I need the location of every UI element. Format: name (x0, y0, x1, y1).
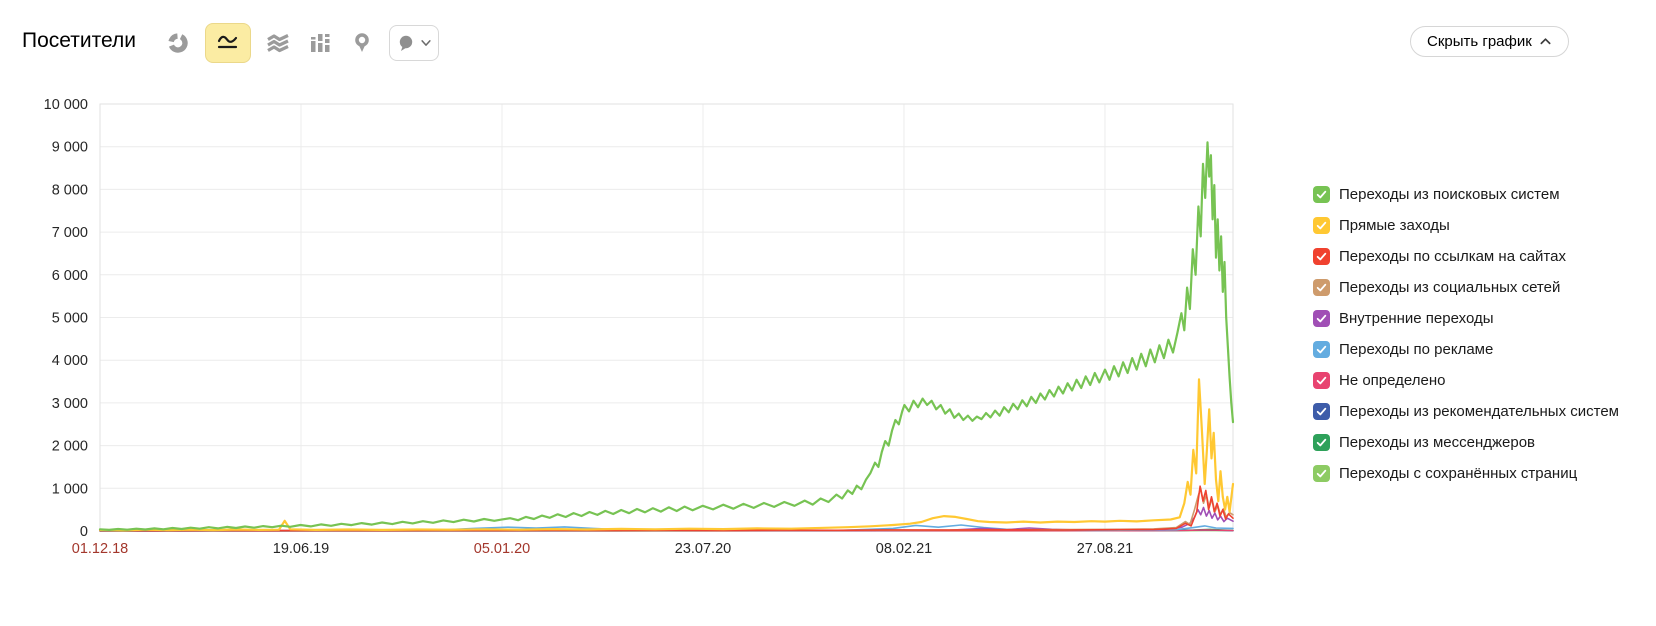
chevron-down-icon (420, 40, 431, 46)
y-tick-label: 8 000 (52, 182, 88, 198)
chart-legend: Переходы из поисковых систем Прямые заход… (1313, 179, 1619, 489)
legend-checkbox (1313, 403, 1330, 420)
y-tick-label: 10 000 (44, 97, 88, 113)
legend-label: Переходы из мессенджеров (1339, 434, 1536, 451)
chevron-up-icon (1540, 38, 1551, 45)
y-tick-label: 3 000 (52, 396, 88, 412)
speech-bubble-icon (399, 35, 412, 51)
legend-item-9[interactable]: Переходы с сохранённых страниц (1313, 458, 1619, 489)
legend-item-6[interactable]: Не определено (1313, 365, 1619, 396)
legend-item-8[interactable]: Переходы из мессенджеров (1313, 427, 1619, 458)
chart-type-columns-button[interactable] (305, 23, 335, 63)
legend-item-5[interactable]: Переходы по рекламе (1313, 334, 1619, 365)
legend-item-1[interactable]: Прямые заходы (1313, 210, 1619, 241)
check-icon (1316, 190, 1327, 199)
legend-checkbox (1313, 341, 1330, 358)
y-tick-label: 2 000 (52, 439, 88, 455)
legend-item-0[interactable]: Переходы из поисковых систем (1313, 179, 1619, 210)
legend-item-7[interactable]: Переходы из рекомендательных систем (1313, 396, 1619, 427)
legend-checkbox (1313, 186, 1330, 203)
x-tick-label: 01.12.18 (72, 541, 128, 557)
legend-label: Переходы с сохранённых страниц (1339, 465, 1578, 482)
check-icon (1316, 283, 1327, 292)
chart-type-map-button[interactable] (347, 23, 377, 63)
legend-label: Прямые заходы (1339, 217, 1450, 234)
y-tick-label: 6 000 (52, 268, 88, 284)
hide-chart-button[interactable]: Скрыть график (1410, 26, 1569, 57)
x-tick-label: 08.02.21 (876, 541, 932, 557)
bar-columns-icon (311, 34, 330, 52)
legend-item-3[interactable]: Переходы из социальных сетей (1313, 272, 1619, 303)
series-line[interactable] (98, 378, 1235, 532)
hide-chart-label: Скрыть график (1427, 33, 1532, 50)
legend-label: Не определено (1339, 372, 1446, 389)
check-icon (1316, 314, 1327, 323)
axis-labels: 0 1 000 2 000 3 000 4 000 5 000 6 000 7 000 8 00… (44, 97, 1134, 557)
legend-checkbox (1313, 465, 1330, 482)
legend-checkbox (1313, 372, 1330, 389)
x-tick-label: 23.07.20 (675, 541, 731, 557)
legend-checkbox (1313, 279, 1330, 296)
stacked-area-icon (267, 34, 289, 53)
legend-label: Внутренние переходы (1339, 310, 1494, 327)
legend-label: Переходы из поисковых систем (1339, 186, 1560, 203)
check-icon (1316, 469, 1327, 478)
legend-label: Переходы из социальных сетей (1339, 279, 1561, 296)
grid (99, 103, 1234, 532)
legend-label: Переходы по рекламе (1339, 341, 1494, 358)
x-tick-label: 27.08.21 (1077, 541, 1133, 557)
donut-icon (168, 33, 188, 53)
legend-checkbox (1313, 217, 1330, 234)
check-icon (1316, 221, 1327, 230)
y-tick-label: 5 000 (52, 311, 88, 327)
legend-item-2[interactable]: Переходы по ссылкам на сайтах (1313, 241, 1619, 272)
chart-type-toolbar (163, 21, 439, 65)
legend-checkbox (1313, 310, 1330, 327)
check-icon (1316, 376, 1327, 385)
legend-label: Переходы по ссылкам на сайтах (1339, 248, 1566, 265)
legend-checkbox (1313, 434, 1330, 451)
chart-type-line-button[interactable] (205, 23, 251, 63)
y-tick-label: 9 000 (52, 140, 88, 156)
y-tick-label: 7 000 (52, 225, 88, 241)
legend-checkbox (1313, 248, 1330, 265)
chart-type-pie-button[interactable] (163, 23, 193, 63)
x-tick-label: 19.06.19 (273, 541, 329, 557)
chart-type-stacked-button[interactable] (263, 23, 293, 63)
series (98, 141, 1235, 532)
line-chart-icon (217, 35, 238, 49)
comments-dropdown-button[interactable] (389, 25, 439, 61)
y-tick-label: 1 000 (52, 481, 88, 497)
legend-label: Переходы из рекомендательных систем (1339, 403, 1619, 420)
x-tick-label: 05.01.20 (474, 541, 530, 557)
legend-item-4[interactable]: Внутренние переходы (1313, 303, 1619, 334)
check-icon (1316, 345, 1327, 354)
map-pin-icon (355, 33, 369, 52)
series-line[interactable] (98, 141, 1235, 532)
y-tick-label: 0 (80, 524, 88, 540)
check-icon (1316, 252, 1327, 261)
y-tick-label: 4 000 (52, 353, 88, 369)
page-title: Посетители (22, 29, 136, 52)
check-icon (1316, 407, 1327, 416)
check-icon (1316, 438, 1327, 447)
